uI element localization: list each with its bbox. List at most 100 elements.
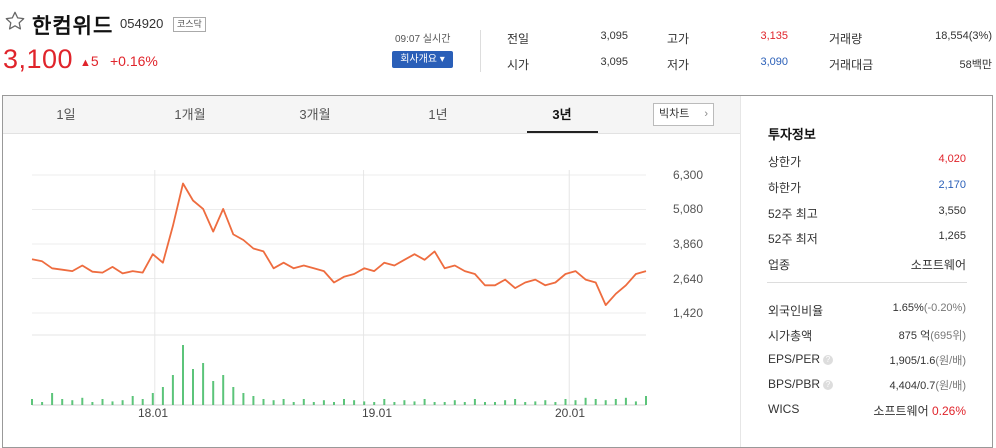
- volume-bar: [232, 387, 235, 405]
- open-value: 3,095: [600, 56, 628, 68]
- price-change: ▲5: [80, 53, 99, 69]
- realtime-label: 09:07 실시간: [395, 34, 451, 45]
- y-tick-label: 6,300: [673, 168, 704, 182]
- price-change-percent: +0.16%: [110, 53, 158, 69]
- volume-bar: [192, 369, 194, 405]
- volume-bar: [61, 399, 64, 405]
- market-cap-rank: (695위): [930, 330, 966, 342]
- volume-bar: [41, 402, 44, 405]
- help-icon[interactable]: ?: [823, 380, 834, 390]
- tab-1month[interactable]: 1개월: [174, 107, 206, 122]
- big-chart-button[interactable]: 빅차트 ›: [653, 103, 714, 126]
- favorite-star-icon[interactable]: [4, 10, 26, 32]
- market-cap-value: 875 억(695위): [898, 330, 966, 342]
- invest-info-title: 투자정보: [768, 127, 816, 142]
- volume-value: 18,554(3%): [935, 30, 992, 42]
- volume-bar: [101, 399, 104, 405]
- 52w-low-value: 1,265: [938, 230, 966, 242]
- volume-bar: [494, 402, 496, 405]
- prev-close-value: 3,095: [600, 30, 628, 42]
- volume-bar: [363, 401, 366, 405]
- low-value: 3,090: [760, 56, 788, 68]
- selected-tab-indicator: [527, 131, 598, 133]
- tab-3years[interactable]: 3년: [552, 107, 572, 122]
- volume-bar: [91, 402, 94, 405]
- volume-bar: [554, 402, 557, 405]
- volume-bar: [433, 402, 436, 405]
- high-value: 3,135: [760, 30, 788, 42]
- volume-label: 거래량: [829, 32, 863, 46]
- volume-bar: [343, 399, 345, 405]
- volume-bar: [564, 399, 567, 405]
- high-label: 고가: [667, 32, 690, 46]
- volume-bar: [373, 402, 376, 405]
- chevron-right-icon: ›: [704, 108, 708, 120]
- volume-bar: [534, 401, 537, 405]
- trade-amount-value: 58백만: [959, 59, 992, 71]
- volume-bar: [443, 402, 446, 405]
- volume-bar: [604, 400, 607, 405]
- up-triangle-icon: ▲: [80, 57, 91, 69]
- 52w-high-label: 52주 최고: [768, 207, 818, 221]
- bps-pbr-value: 4,404/0.7(원/배): [889, 380, 967, 392]
- volume-bar: [272, 400, 275, 405]
- volume-bar: [121, 400, 124, 405]
- volume-bar: [463, 402, 466, 405]
- volume-bar: [151, 393, 154, 405]
- volume-bar: [71, 400, 74, 405]
- upper-limit-label: 상한가: [768, 155, 802, 169]
- upper-limit-value: 4,020: [938, 153, 966, 165]
- bps-pbr-label: BPS/PBR?: [768, 377, 834, 391]
- price-series-line: [31, 182, 647, 307]
- invest-divider: [767, 282, 967, 283]
- low-label: 저가: [667, 58, 690, 72]
- current-price: 3,100: [3, 44, 74, 74]
- prev-close-label: 전일: [507, 32, 530, 46]
- volume-bar: [81, 397, 84, 405]
- volume-bar: [111, 401, 114, 405]
- x-tick-label: 18.01: [138, 406, 169, 420]
- 52w-high-value: 3,550: [938, 205, 966, 217]
- volume-bar: [302, 399, 305, 405]
- period-tab-bar: [3, 96, 740, 134]
- tab-3months[interactable]: 3개월: [299, 107, 331, 122]
- volume-bar: [584, 397, 587, 405]
- volume-bar: [453, 400, 456, 405]
- sector-label: 업종: [768, 258, 791, 272]
- eps-per-value: 1,905/1.6(원/배): [889, 355, 967, 367]
- volume-bar: [594, 399, 597, 405]
- volume-bar: [333, 402, 335, 405]
- foreign-ratio-value: 1.65%(-0.20%): [892, 302, 966, 314]
- foreign-ratio-change: (-0.20%): [923, 302, 966, 314]
- trade-amount-label: 거래대금: [829, 58, 874, 72]
- volume-bar: [51, 393, 54, 405]
- volume-bar: [514, 399, 517, 405]
- big-chart-label: 빅차트: [659, 108, 690, 120]
- volume-bar: [222, 375, 225, 405]
- stock-code: 054920: [120, 16, 164, 31]
- sector-value: 소프트웨어: [910, 258, 966, 272]
- lower-limit-label: 하한가: [768, 181, 802, 195]
- market-badge: 코스닥: [173, 17, 206, 32]
- tab-1day[interactable]: 1일: [56, 107, 76, 122]
- header-divider: [480, 30, 481, 72]
- panel-divider: [740, 96, 741, 447]
- help-icon[interactable]: ?: [823, 355, 834, 365]
- volume-bar: [31, 399, 33, 405]
- volume-bar: [423, 399, 426, 405]
- volume-bar: [353, 400, 356, 405]
- open-label: 시가: [507, 58, 530, 72]
- x-tick-label: 19.01: [362, 406, 393, 420]
- volume-bar: [282, 399, 285, 405]
- volume-bar: [131, 396, 134, 405]
- company-overview-button[interactable]: 회사개요 ▾: [392, 51, 453, 68]
- wics-label: WICS: [768, 402, 800, 416]
- volume-bar: [413, 401, 416, 405]
- volume-bar: [473, 399, 476, 405]
- volume-bar: [484, 402, 486, 405]
- volume-bar: [182, 345, 184, 405]
- y-tick-label: 3,860: [673, 237, 704, 251]
- tab-1year[interactable]: 1년: [428, 107, 448, 122]
- eps-per-label: EPS/PER?: [768, 352, 834, 366]
- price-chart[interactable]: [0, 140, 740, 435]
